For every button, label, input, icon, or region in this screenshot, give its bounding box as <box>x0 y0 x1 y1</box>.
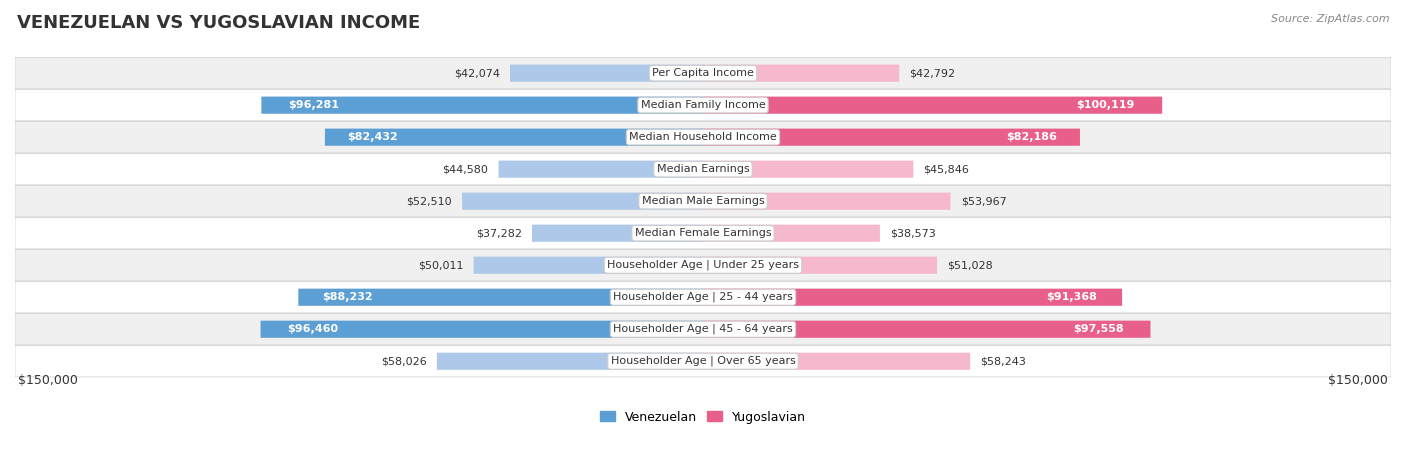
Text: Householder Age | Under 25 years: Householder Age | Under 25 years <box>607 260 799 270</box>
Text: $38,573: $38,573 <box>890 228 936 238</box>
FancyBboxPatch shape <box>474 257 703 274</box>
FancyBboxPatch shape <box>703 257 936 274</box>
FancyBboxPatch shape <box>703 97 1163 114</box>
Text: $52,510: $52,510 <box>406 196 451 206</box>
FancyBboxPatch shape <box>703 192 950 210</box>
Text: Householder Age | 45 - 64 years: Householder Age | 45 - 64 years <box>613 324 793 334</box>
Text: Median Earnings: Median Earnings <box>657 164 749 174</box>
FancyBboxPatch shape <box>15 313 1391 345</box>
Text: Householder Age | 25 - 44 years: Householder Age | 25 - 44 years <box>613 292 793 303</box>
Text: $82,432: $82,432 <box>347 132 398 142</box>
Text: Median Male Earnings: Median Male Earnings <box>641 196 765 206</box>
Text: Median Female Earnings: Median Female Earnings <box>634 228 772 238</box>
FancyBboxPatch shape <box>531 225 703 242</box>
FancyBboxPatch shape <box>298 289 703 306</box>
Text: $51,028: $51,028 <box>948 260 993 270</box>
FancyBboxPatch shape <box>703 353 970 370</box>
FancyBboxPatch shape <box>703 161 914 178</box>
Text: $44,580: $44,580 <box>443 164 488 174</box>
Text: $53,967: $53,967 <box>960 196 1007 206</box>
FancyBboxPatch shape <box>15 218 1391 249</box>
Text: $96,281: $96,281 <box>288 100 339 110</box>
FancyBboxPatch shape <box>463 192 703 210</box>
Text: $82,186: $82,186 <box>1007 132 1057 142</box>
FancyBboxPatch shape <box>15 346 1391 377</box>
FancyBboxPatch shape <box>15 185 1391 217</box>
Text: $150,000: $150,000 <box>1327 374 1388 387</box>
Text: $42,792: $42,792 <box>910 68 956 78</box>
FancyBboxPatch shape <box>703 289 1122 306</box>
Text: Source: ZipAtlas.com: Source: ZipAtlas.com <box>1271 14 1389 24</box>
Text: $96,460: $96,460 <box>287 324 339 334</box>
Text: Median Family Income: Median Family Income <box>641 100 765 110</box>
Text: $58,243: $58,243 <box>980 356 1026 366</box>
FancyBboxPatch shape <box>510 64 703 82</box>
FancyBboxPatch shape <box>437 353 703 370</box>
FancyBboxPatch shape <box>15 90 1391 121</box>
FancyBboxPatch shape <box>703 64 900 82</box>
FancyBboxPatch shape <box>15 154 1391 185</box>
Text: Median Household Income: Median Household Income <box>628 132 778 142</box>
FancyBboxPatch shape <box>703 225 880 242</box>
Text: Per Capita Income: Per Capita Income <box>652 68 754 78</box>
Text: $42,074: $42,074 <box>454 68 499 78</box>
Text: $37,282: $37,282 <box>475 228 522 238</box>
Text: $50,011: $50,011 <box>418 260 464 270</box>
Text: $45,846: $45,846 <box>924 164 970 174</box>
FancyBboxPatch shape <box>325 128 703 146</box>
Legend: Venezuelan, Yugoslavian: Venezuelan, Yugoslavian <box>595 405 811 429</box>
Text: $100,119: $100,119 <box>1076 100 1135 110</box>
Text: Householder Age | Over 65 years: Householder Age | Over 65 years <box>610 356 796 367</box>
FancyBboxPatch shape <box>703 128 1080 146</box>
FancyBboxPatch shape <box>15 249 1391 281</box>
FancyBboxPatch shape <box>499 161 703 178</box>
Text: $97,558: $97,558 <box>1073 324 1123 334</box>
Text: $58,026: $58,026 <box>381 356 426 366</box>
Text: $150,000: $150,000 <box>18 374 79 387</box>
FancyBboxPatch shape <box>15 121 1391 153</box>
Text: $88,232: $88,232 <box>322 292 373 302</box>
FancyBboxPatch shape <box>262 97 703 114</box>
FancyBboxPatch shape <box>703 321 1150 338</box>
FancyBboxPatch shape <box>15 57 1391 89</box>
Text: VENEZUELAN VS YUGOSLAVIAN INCOME: VENEZUELAN VS YUGOSLAVIAN INCOME <box>17 14 420 32</box>
Text: $91,368: $91,368 <box>1046 292 1097 302</box>
FancyBboxPatch shape <box>260 321 703 338</box>
FancyBboxPatch shape <box>15 282 1391 313</box>
